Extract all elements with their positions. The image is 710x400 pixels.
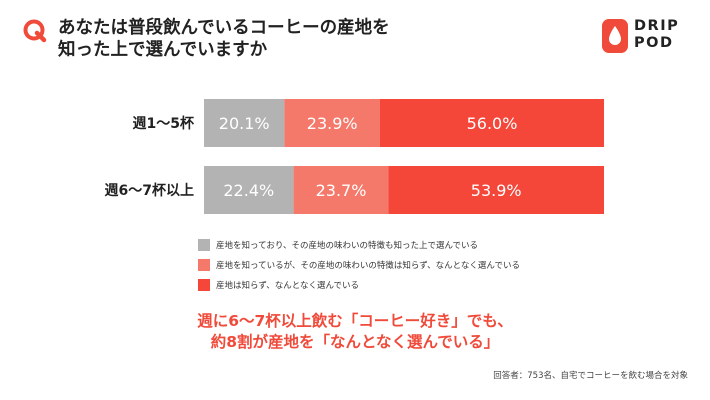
brand-name: DRIP POD (634, 18, 679, 52)
question-title: あなたは普段飲んでいるコーヒーの産地を 知った上で選んでいますか (58, 17, 390, 61)
brand-name-line2: POD (634, 35, 674, 51)
bar-segment (388, 166, 604, 214)
data-label: 23.9% (307, 114, 358, 133)
legend-swatch-gray (198, 238, 210, 251)
category-label: 週6〜7杯以上 (105, 182, 194, 199)
data-label: 53.9% (471, 181, 522, 200)
drop-icon (602, 19, 628, 53)
brand-name-line1: DRIP (634, 18, 680, 34)
legend-swatch-light-red (198, 258, 210, 271)
data-label: 23.7% (316, 181, 367, 200)
question-title-line1: あなたは普段飲んでいるコーヒーの産地を (58, 18, 390, 38)
bar-segment (293, 166, 389, 214)
brand-logo: DRIP POD (602, 16, 694, 56)
legend-item-2: 産地を知っているが、その産地の味わいの特徴は知らず、なんとなく選んでいる (198, 257, 520, 272)
legend-item-1: 産地を知っており、その産地の味わいの特徴も知った上で選んでいる (198, 237, 520, 252)
bar-segment (204, 166, 294, 214)
legend-label-2: 産地を知っているが、その産地の味わいの特徴は知らず、なんとなく選んでいる (216, 260, 520, 271)
data-label: 56.0% (467, 114, 518, 133)
chart-legend: 産地を知っており、その産地の味わいの特徴も知った上で選んでいる 産地を知っている… (198, 237, 520, 297)
callout-text: 週に6〜7杯以上飲む「コーヒー好き」でも、 約8割が産地を「なんとなく選んでいる… (0, 311, 710, 353)
question-title-line2: 知った上で選んでいますか (58, 40, 268, 60)
callout-line1: 週に6〜7杯以上飲む「コーヒー好き」でも、 (197, 312, 513, 330)
q-mark-icon (23, 19, 47, 43)
callout-line2: 約8割が産地を「なんとなく選んでいる」 (210, 333, 500, 351)
legend-label-3: 産地は知らず、なんとなく選んでいる (216, 280, 360, 291)
bar-segment (380, 99, 604, 147)
legend-label-1: 産地を知っており、その産地の味わいの特徴も知った上で選んでいる (216, 240, 479, 251)
category-label: 週1〜5杯 (133, 115, 195, 132)
data-label: 20.1% (219, 114, 270, 133)
data-label: 22.4% (223, 181, 274, 200)
bar-segment (284, 99, 380, 147)
legend-swatch-red (198, 278, 210, 291)
legend-item-3: 産地は知らず、なんとなく選んでいる (198, 277, 520, 292)
stacked-bar-chart: 週1〜5杯 20.1% 23.9% 56.0% 週6〜7杯以上 22.4% 23.7% 53.… (105, 99, 604, 214)
bar-segment (204, 99, 285, 147)
footnote: 回答者：753名、自宅でコーヒーを飲む場合を対象 (493, 371, 688, 381)
